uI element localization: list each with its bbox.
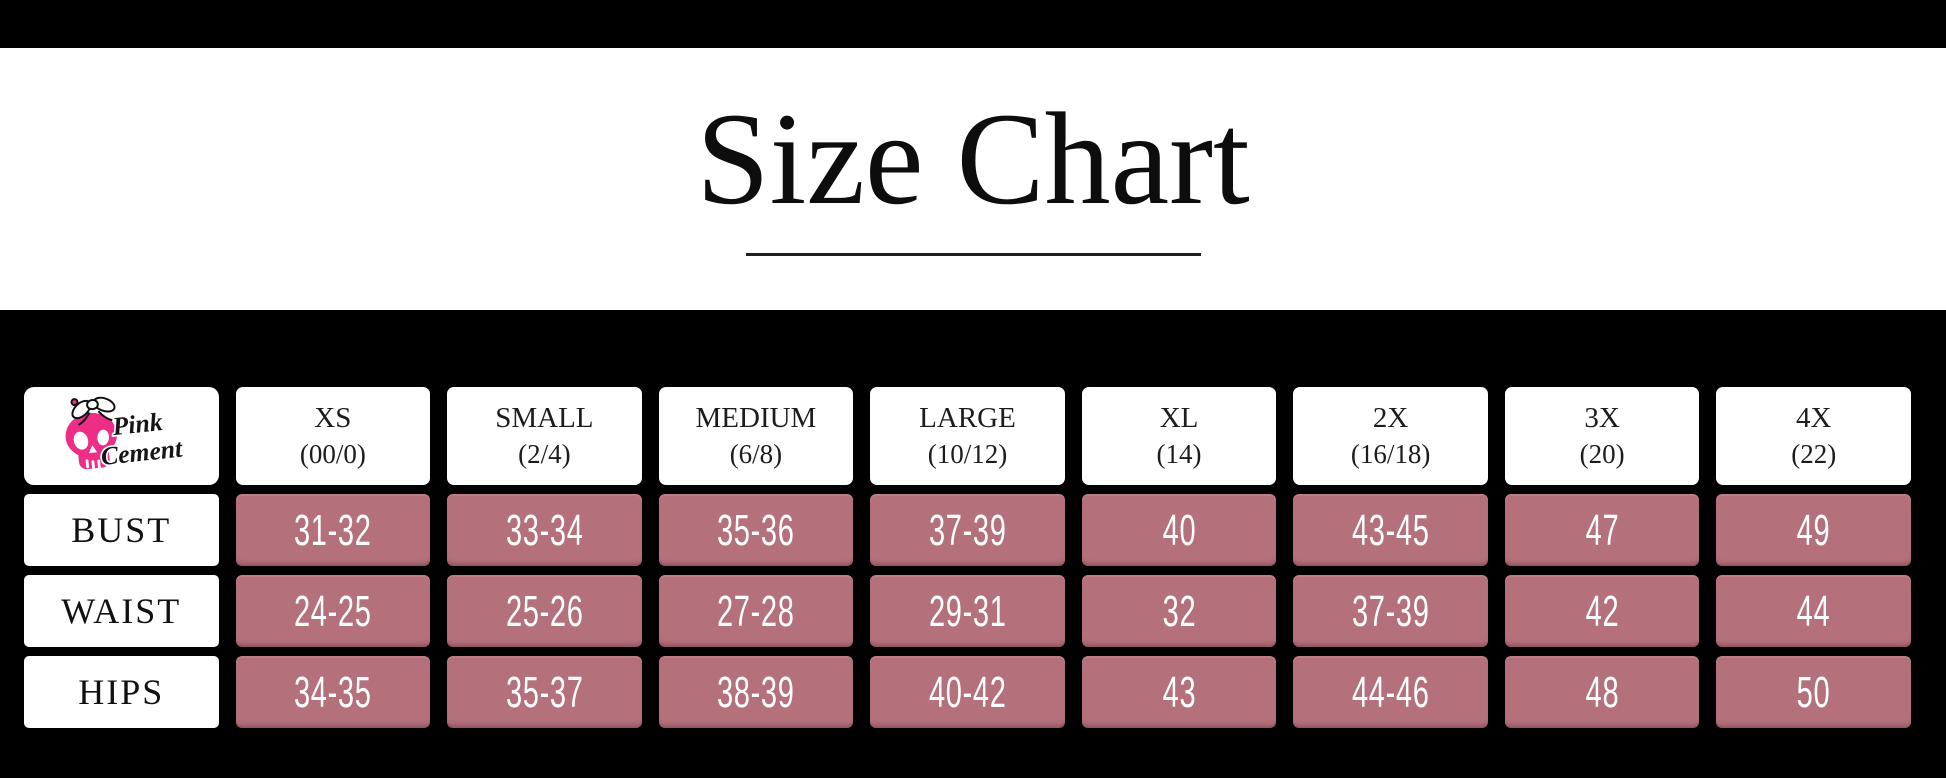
size-column-header: 4X (22)	[1716, 387, 1911, 485]
size-value: 37-39	[928, 506, 1007, 555]
size-value-cell: 42	[1504, 575, 1700, 647]
size-value-cell: 37-39	[870, 494, 1065, 566]
size-value: 33-34	[505, 506, 584, 555]
size-value-cell: 35-36	[658, 494, 854, 566]
size-value-cell: 29-31	[870, 575, 1065, 647]
size-name: XS	[314, 402, 352, 435]
size-value: 27-28	[717, 587, 795, 636]
size-value-cell: 25-26	[447, 575, 642, 647]
size-value-cell: 35-37	[447, 656, 642, 728]
size-value-cell: 43	[1081, 656, 1277, 728]
size-value: 43	[1162, 668, 1196, 717]
size-range: (00/0)	[299, 439, 366, 470]
size-range: (22)	[1791, 439, 1837, 470]
size-chart-table: Pink Cement XS (00/0) SMALL (2/4) MEDIUM (6/8…	[24, 387, 1911, 728]
size-value-cell: 24-25	[235, 575, 431, 647]
size-value-cell: 48	[1504, 656, 1700, 728]
size-value: 49	[1796, 506, 1831, 555]
size-value: 47	[1585, 506, 1619, 555]
size-value-cell: 40-42	[870, 656, 1065, 728]
measurement-label-cell: BUST	[24, 494, 219, 566]
size-range: (10/12)	[927, 439, 1008, 470]
size-value: 37-39	[1351, 587, 1430, 636]
size-value-cell: 47	[1504, 494, 1700, 566]
size-value-cell: 40	[1081, 494, 1277, 566]
size-value: 35-36	[717, 506, 795, 555]
size-value: 44	[1796, 587, 1831, 636]
size-value-cell: 38-39	[658, 656, 854, 728]
size-value-cell: 27-28	[658, 575, 854, 647]
top-black-bar	[0, 0, 1946, 48]
size-value: 40-42	[928, 668, 1007, 717]
measurement-label-cell: WAIST	[24, 575, 219, 647]
size-value-cell: 31-32	[235, 494, 431, 566]
size-value: 50	[1796, 668, 1831, 717]
size-name: SMALL	[495, 402, 594, 435]
brand-word-cement: Cement	[100, 434, 185, 471]
size-range: (2/4)	[518, 439, 571, 470]
size-value-cell: 49	[1716, 494, 1911, 566]
size-value: 40	[1162, 506, 1196, 555]
size-range: (20)	[1579, 439, 1625, 470]
title-band: Size Chart	[0, 48, 1946, 310]
size-name: 3X	[1584, 402, 1620, 435]
size-column-header: 3X (20)	[1504, 387, 1700, 485]
size-value: 24-25	[294, 587, 372, 636]
size-name: MEDIUM	[695, 402, 817, 435]
size-column-header: 2X (16/18)	[1293, 387, 1488, 485]
size-value-cell: 43-45	[1293, 494, 1488, 566]
size-value: 42	[1585, 587, 1619, 636]
size-value: 32	[1162, 587, 1196, 636]
pink-cement-logo-icon: Pink Cement	[65, 396, 186, 473]
brand-logo-cell: Pink Cement	[24, 387, 219, 485]
size-range: (14)	[1156, 439, 1202, 470]
size-value-cell: 33-34	[447, 494, 642, 566]
size-name: LARGE	[919, 402, 1016, 435]
size-value-cell: 34-35	[235, 656, 431, 728]
size-value: 35-37	[505, 668, 584, 717]
size-value: 29-31	[928, 587, 1007, 636]
size-value: 25-26	[505, 587, 584, 636]
size-range: (16/18)	[1350, 439, 1431, 470]
size-column-header: SMALL (2/4)	[447, 387, 642, 485]
title-underline	[745, 252, 1201, 256]
page-title: Size Chart	[696, 85, 1250, 232]
size-column-header: LARGE (10/12)	[870, 387, 1065, 485]
size-value-cell: 50	[1716, 656, 1911, 728]
measurement-label-cell: HIPS	[24, 656, 219, 728]
size-value: 44-46	[1351, 668, 1430, 717]
size-value: 34-35	[294, 668, 372, 717]
size-value-cell: 44-46	[1293, 656, 1488, 728]
size-value-cell: 44	[1716, 575, 1911, 647]
size-column-header: MEDIUM (6/8)	[658, 387, 854, 485]
brand-word-pink: Pink	[110, 407, 164, 441]
size-range: (6/8)	[729, 439, 783, 470]
size-name: 2X	[1372, 402, 1409, 435]
size-value-cell: 37-39	[1293, 575, 1488, 647]
size-name: XL	[1159, 402, 1199, 435]
size-value: 31-32	[294, 506, 372, 555]
size-value: 48	[1585, 668, 1619, 717]
bow-icon	[70, 396, 116, 426]
size-column-header: XL (14)	[1081, 387, 1277, 485]
size-column-header: XS (00/0)	[235, 387, 431, 485]
size-name: 4X	[1795, 402, 1832, 435]
size-value: 43-45	[1351, 506, 1430, 555]
size-value: 38-39	[717, 668, 795, 717]
size-value-cell: 32	[1081, 575, 1277, 647]
